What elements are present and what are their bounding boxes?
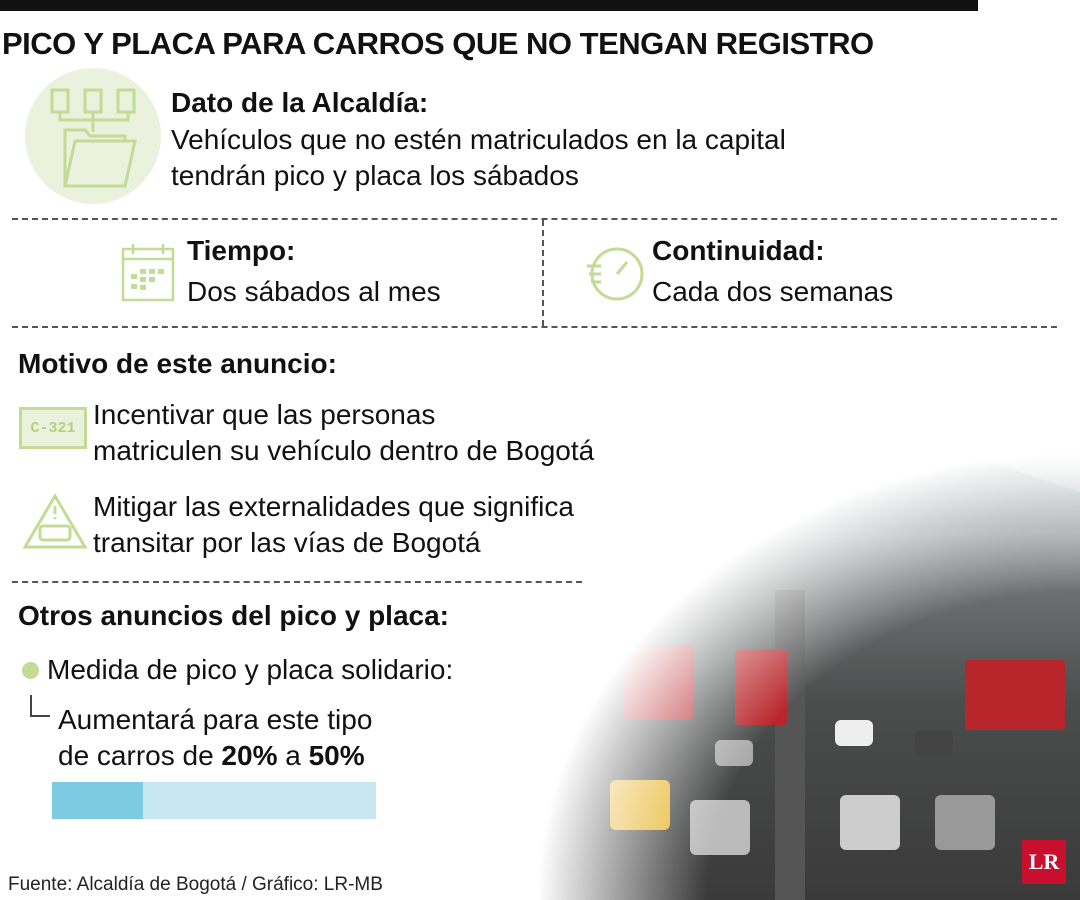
dato-heading: Dato de la Alcaldía: [171, 87, 429, 118]
percentage-bar [52, 782, 376, 819]
divider [542, 220, 544, 326]
stopwatch-icon [587, 247, 644, 301]
sub2-mid: a [277, 740, 309, 771]
car [840, 795, 900, 850]
car [690, 800, 750, 855]
car [915, 730, 953, 756]
plate-text: C-321 [30, 419, 76, 437]
from-value: 20% [221, 740, 278, 771]
car [715, 740, 753, 766]
motivo-item2-line1: Mitigar las externalidades que significa [93, 491, 574, 522]
dato-line1: Vehículos que no estén matriculados en l… [171, 124, 786, 155]
car [935, 795, 995, 850]
bus [965, 660, 1065, 730]
otros-sub1: Aumentará para este tipo [58, 704, 373, 735]
mountain [685, 410, 1080, 530]
tiempo-heading: Tiempo: [187, 235, 296, 266]
sub2-text: de carros de [58, 740, 222, 771]
continuidad-text: Cada dos semanas [652, 276, 894, 307]
otros-heading: Otros anuncios del pico y placa: [18, 600, 449, 631]
tiempo-text: Dos sábados al mes [187, 276, 441, 307]
traffic-photo: LR [515, 340, 1080, 900]
license-plate-icon: C-321 [19, 407, 87, 449]
car [835, 720, 873, 746]
otros-sub2: de carros de 20% a 50% [58, 738, 365, 774]
motivo-item2-line2: transitar por las vías de Bogotá [93, 527, 481, 558]
motivo-item1-line1: Incentivar que las personas [93, 399, 436, 430]
divider [12, 581, 582, 583]
documents-folder-icon [25, 68, 161, 204]
calendar-icon [121, 244, 175, 302]
source-note: Fuente: Alcaldía de Bogotá / Gráfico: LR… [8, 874, 383, 895]
dato-line2: tendrán pico y placa los sábados [171, 160, 579, 191]
motivo-item1-line2: matriculen su vehículo dentro de Bogotá [93, 435, 595, 466]
otros-bullet: Medida de pico y placa solidario: [47, 654, 454, 685]
continuidad-heading: Continuidad: [652, 235, 825, 266]
bus [623, 645, 693, 720]
lr-logo: LR [1022, 840, 1066, 884]
road-divider [775, 590, 805, 900]
bus [735, 650, 787, 725]
motivo-heading: Motivo de este anuncio: [18, 348, 337, 379]
divider [12, 326, 1057, 328]
percentage-bar-fill [52, 782, 143, 819]
page-title: PICO Y PLACA PARA CARROS QUE NO TENGAN R… [2, 26, 874, 61]
car [610, 780, 670, 830]
top-bar [0, 0, 978, 11]
bullet-dot-icon [22, 662, 39, 679]
tree-connector [30, 695, 50, 717]
to-value: 50% [308, 740, 365, 771]
car-warning-icon [22, 493, 88, 549]
divider [12, 218, 1057, 220]
